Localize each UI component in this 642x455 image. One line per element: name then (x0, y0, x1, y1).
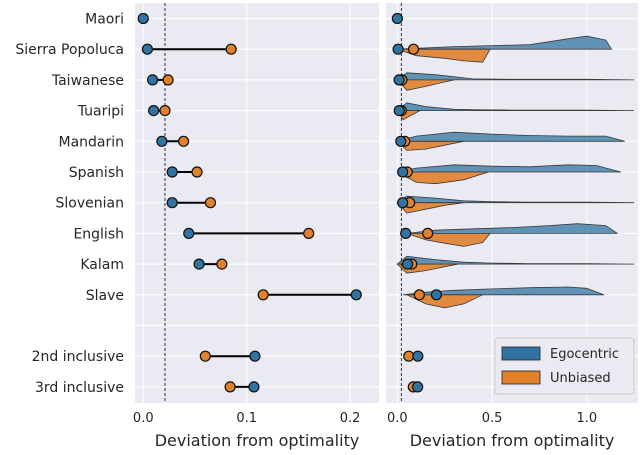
category-label-sierra-popoluca: Sierra Popoluca (15, 42, 124, 58)
egocentric-marker-mandarin (395, 135, 407, 147)
egocentric-marker-spanish (397, 166, 409, 178)
unbiased-point-taiwanese (162, 74, 174, 86)
egocentric-marker-tuaripi (393, 104, 405, 117)
egocentric-marker-english (400, 227, 412, 239)
egocentric-violin-english (406, 223, 619, 234)
left-x-tick-label: 0.1 (236, 411, 257, 426)
unbiased-marker-sierra-popoluca (407, 43, 420, 55)
legend-label-egocentric: Egocentric (550, 347, 619, 362)
category-label-2nd-inclusive: 2nd inclusive (32, 349, 124, 365)
category-label-mandarin: Mandarin (58, 134, 124, 150)
unbiased-point-mandarin (177, 135, 190, 147)
unbiased-violin-taiwanese (396, 79, 455, 91)
right-x-axis-label: Deviation from optimality (410, 431, 615, 450)
egocentric-point-tuaripi (148, 104, 160, 117)
unbiased-marker-slave (413, 289, 425, 301)
left-panel-marks (137, 3, 362, 403)
category-label-english: English (73, 226, 124, 242)
egocentric-point-slovenian (166, 197, 178, 209)
egocentric-marker-slave (430, 289, 442, 301)
unbiased-violin-sierra-popoluca (397, 48, 491, 63)
unbiased-point-spanish (191, 166, 203, 178)
legend: Egocentric Unbiased (494, 337, 635, 395)
unbiased-point-sierra-popoluca (225, 43, 237, 55)
category-label-slave: Slave (86, 288, 124, 304)
unbiased-point-2nd-inclusive (199, 350, 211, 362)
left-x-tick-labels: 0.0 0.1 0.2 (133, 411, 360, 426)
category-label-kalam: Kalam (80, 257, 124, 273)
right-panel-marks (391, 3, 635, 403)
category-label-maori: Maori (85, 12, 124, 28)
left-x-axis-label: Deviation from optimality (155, 431, 360, 450)
egocentric-point-sierra-popoluca (141, 43, 154, 55)
right-x-tick-labels: 0.0 0.5 1.0 (387, 411, 597, 426)
egocentric-point-taiwanese (146, 74, 159, 86)
egocentric-violin-spanish (397, 164, 622, 173)
category-labels: Maori Sierra Popoluca Taiwanese Tuaripi Mand… (15, 12, 124, 396)
egocentric-point-maori (137, 12, 149, 25)
category-label-taiwanese: Taiwanese (51, 73, 124, 89)
egocentric-point-spanish (166, 166, 178, 178)
egocentric-point-2nd-inclusive (249, 350, 261, 362)
unbiased-point-kalam (216, 258, 228, 270)
egocentric-point-slave (350, 289, 362, 301)
egocentric-violin-sierra-popoluca (397, 35, 613, 50)
egocentric-marker-2nd-inclusive (412, 350, 424, 362)
egocentric-violin-taiwanese (396, 72, 635, 81)
category-label-spanish: Spanish (69, 165, 124, 181)
egocentric-marker-3rd-inclusive (412, 381, 424, 393)
egocentric-marker-slovenian (397, 197, 409, 209)
egocentric-marker-kalam (402, 258, 414, 270)
egocentric-point-3rd-inclusive (248, 381, 260, 393)
egocentric-violin-kalam (396, 255, 635, 265)
egocentric-violin-tuaripi (396, 102, 635, 111)
unbiased-violin-spanish (397, 171, 489, 185)
category-label-tuaripi: Tuaripi (77, 104, 124, 120)
legend-swatch-unbiased (501, 370, 541, 385)
egocentric-marker-maori (391, 12, 403, 25)
egocentric-point-mandarin (156, 135, 168, 147)
egocentric-marker-taiwanese (393, 74, 405, 86)
unbiased-violin-mandarin (396, 140, 464, 151)
legend-label-unbiased: Unbiased (550, 371, 611, 386)
unbiased-marker-english (422, 227, 434, 239)
unbiased-point-3rd-inclusive (224, 381, 236, 393)
left-x-tick-label: 0.2 (340, 411, 361, 426)
unbiased-point-slave (257, 289, 269, 301)
egocentric-marker-sierra-popoluca (392, 43, 404, 55)
right-x-tick-label: 1.0 (576, 411, 597, 426)
right-x-tick-label: 0.0 (387, 411, 408, 426)
unbiased-violin-slave (406, 294, 483, 309)
right-x-tick-label: 0.5 (482, 411, 503, 426)
legend-swatch-egocentric (501, 346, 541, 361)
unbiased-point-tuaripi (159, 104, 171, 117)
egocentric-point-english (183, 227, 195, 239)
category-label-3rd-inclusive: 3rd inclusive (35, 380, 124, 396)
egocentric-violin-slovenian (396, 195, 635, 204)
egocentric-violin-mandarin (397, 131, 625, 142)
unbiased-point-english (303, 227, 315, 239)
left-x-tick-label: 0.0 (133, 411, 154, 426)
unbiased-point-slovenian (204, 197, 217, 209)
category-label-slovenian: Slovenian (56, 196, 124, 212)
egocentric-point-kalam (193, 258, 205, 270)
